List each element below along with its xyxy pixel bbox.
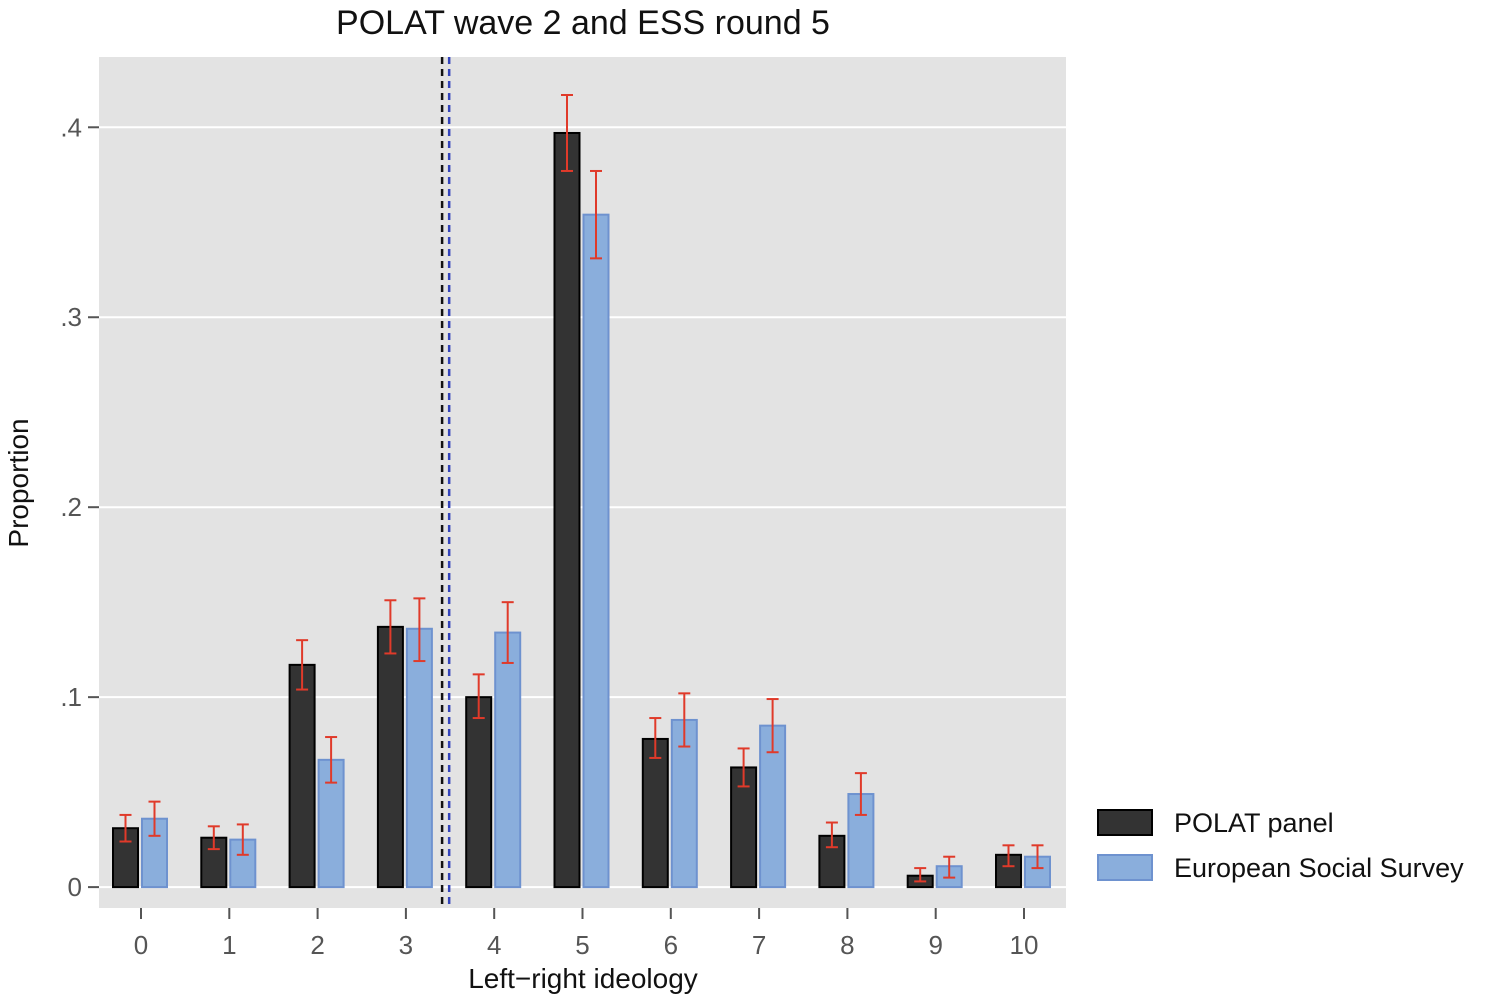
bar xyxy=(641,737,669,889)
chart-title: POLAT wave 2 and ESS round 5 xyxy=(336,4,830,42)
x-tick-label: 2 xyxy=(310,930,324,960)
bars xyxy=(112,131,1051,889)
y-tick-label: .4 xyxy=(60,112,82,142)
x-tick-label: 7 xyxy=(752,930,766,960)
legend-swatch xyxy=(1097,809,1153,836)
y-tick-label: 0 xyxy=(68,872,82,902)
x-tick-label: 0 xyxy=(134,930,148,960)
x-tick-label: 5 xyxy=(575,930,589,960)
reference-lines xyxy=(440,57,451,908)
x-axis-label: Left−right ideology xyxy=(468,963,698,994)
bar xyxy=(494,631,522,889)
bar xyxy=(376,625,404,889)
bar xyxy=(465,696,493,889)
y-axis: 0 .1 .2 .3 .4 xyxy=(60,112,99,902)
x-tick-label: 10 xyxy=(1010,930,1039,960)
y-tick-label: .2 xyxy=(60,492,82,522)
x-axis: 0 1 2 3 4 5 6 7 8 9 10 xyxy=(134,908,1039,960)
y-tick-label: .3 xyxy=(60,302,82,332)
legend-label: European Social Survey xyxy=(1174,853,1464,883)
x-tick-label: 6 xyxy=(664,930,678,960)
legend-swatch xyxy=(1097,854,1153,881)
y-tick-label: .1 xyxy=(60,682,82,712)
bar xyxy=(582,213,610,889)
legend: POLAT panel European Social Survey xyxy=(1097,808,1464,883)
x-tick-label: 4 xyxy=(487,930,501,960)
y-axis-label: Proportion xyxy=(3,418,34,547)
x-tick-label: 8 xyxy=(840,930,854,960)
error-bars xyxy=(119,93,1044,883)
x-tick-label: 3 xyxy=(399,930,413,960)
bar xyxy=(112,827,139,889)
x-tick-label: 9 xyxy=(928,930,942,960)
x-tick-label: 1 xyxy=(222,930,236,960)
bar xyxy=(405,627,433,889)
bar xyxy=(288,663,316,889)
bar xyxy=(553,131,581,889)
legend-label: POLAT panel xyxy=(1174,808,1334,838)
